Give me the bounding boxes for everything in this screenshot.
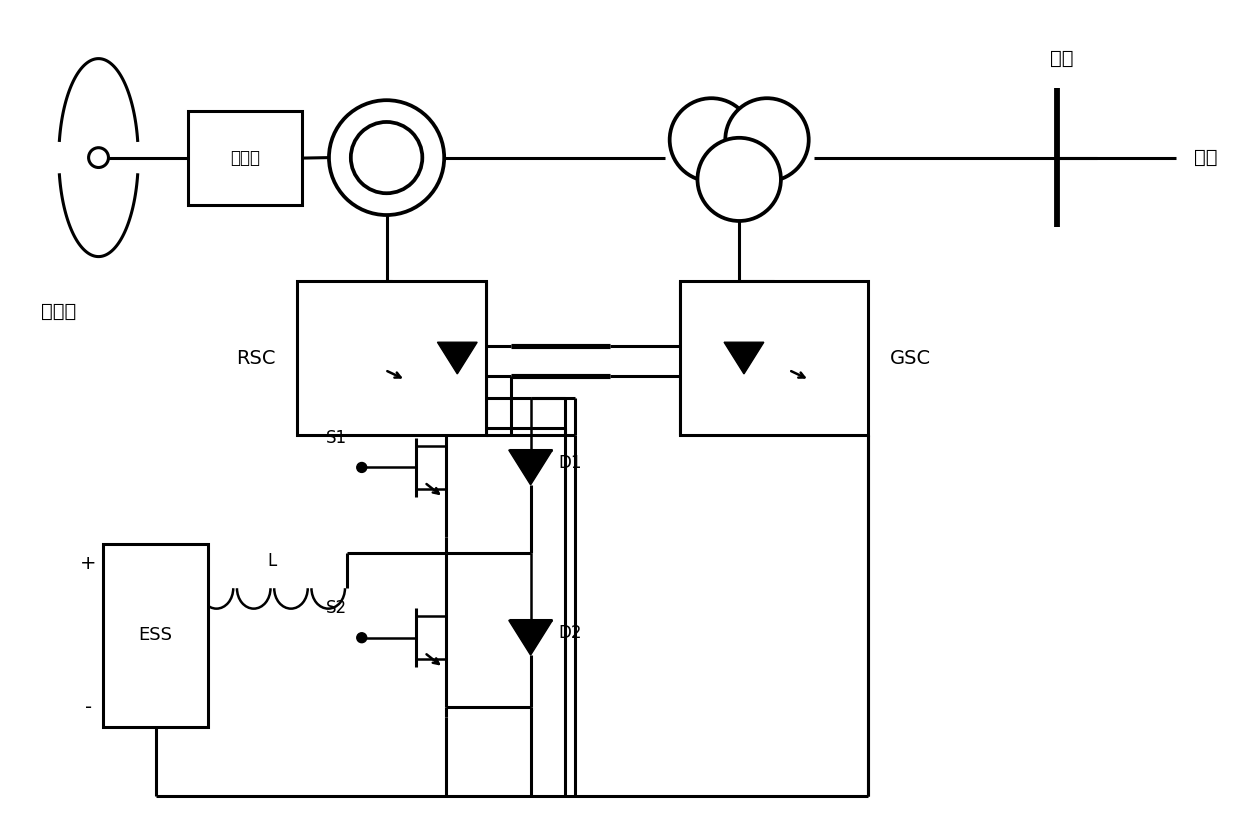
- Polygon shape: [437, 342, 477, 374]
- Polygon shape: [509, 620, 553, 655]
- Circle shape: [357, 462, 367, 472]
- Circle shape: [89, 148, 109, 168]
- Text: +: +: [81, 554, 97, 573]
- Bar: [188, 111, 302, 205]
- Text: RSC: RSC: [235, 348, 275, 367]
- Text: D1: D1: [559, 453, 582, 471]
- Circle shape: [330, 100, 445, 215]
- Circle shape: [698, 138, 781, 221]
- Text: ESS: ESS: [139, 626, 172, 644]
- Circle shape: [351, 122, 422, 194]
- Text: S1: S1: [326, 428, 347, 447]
- Text: DIFG: DIFG: [368, 151, 405, 165]
- Polygon shape: [509, 450, 553, 485]
- Text: D2: D2: [559, 624, 582, 642]
- Polygon shape: [724, 342, 763, 374]
- Text: 母线: 母线: [1051, 49, 1074, 68]
- Text: S2: S2: [326, 599, 347, 617]
- Text: -: -: [85, 697, 92, 716]
- Text: 齿轮箱: 齿轮箱: [230, 149, 260, 167]
- Text: L: L: [268, 552, 278, 570]
- Circle shape: [357, 633, 367, 643]
- Bar: [104, 543, 208, 727]
- Bar: [297, 281, 486, 435]
- Text: GSC: GSC: [890, 348, 930, 367]
- Circle shape: [725, 98, 809, 181]
- Text: 风力机: 风力机: [41, 302, 77, 321]
- Circle shape: [669, 98, 753, 181]
- Bar: [680, 281, 869, 435]
- Text: 电网: 电网: [1194, 148, 1218, 167]
